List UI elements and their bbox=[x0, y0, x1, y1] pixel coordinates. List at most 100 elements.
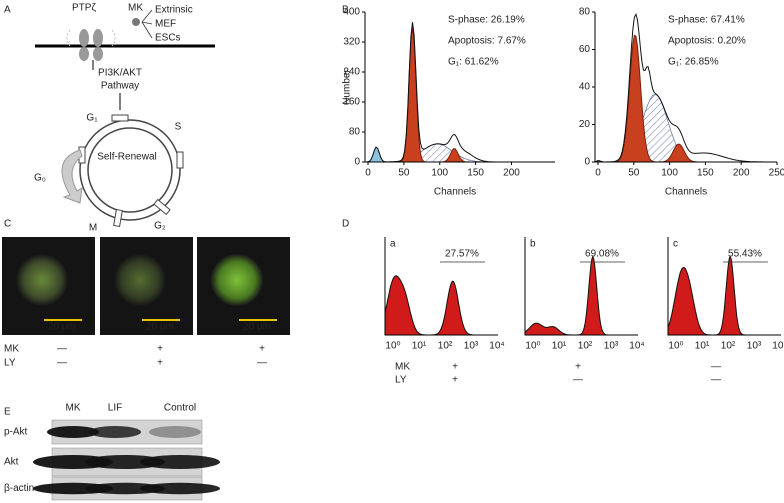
y-tick-label: 0 bbox=[584, 157, 590, 168]
x-tick-label: 10¹ bbox=[552, 341, 567, 352]
x-axis-label: Channels bbox=[665, 187, 707, 198]
panel-label: A bbox=[4, 5, 11, 16]
row-label: MK bbox=[395, 362, 410, 373]
pathway-label: Pathway bbox=[101, 81, 139, 92]
scale-bar-label: 20 μm bbox=[146, 322, 174, 333]
sign: + bbox=[157, 358, 163, 369]
blot-band bbox=[140, 455, 220, 469]
y-tick-label: 160 bbox=[343, 97, 360, 108]
sign: + bbox=[259, 344, 265, 355]
g1-fill bbox=[365, 26, 555, 163]
band-label: β-actin bbox=[4, 483, 34, 494]
x-axis-label: Channels bbox=[434, 187, 476, 198]
sign: — bbox=[711, 375, 721, 386]
sign: — bbox=[57, 358, 67, 369]
sign: — bbox=[257, 358, 267, 369]
sign: + bbox=[452, 375, 458, 386]
stat-label: S-phase: 67.41% bbox=[668, 15, 745, 26]
x-tick-label: 200 bbox=[503, 168, 520, 179]
source-label: Extrinsic bbox=[155, 5, 193, 16]
x-tick-label: 10² bbox=[578, 341, 593, 352]
x-tick-label: 150 bbox=[697, 168, 714, 179]
cycle-phase: G₂ bbox=[154, 221, 166, 232]
x-tick-label: 10³ bbox=[747, 341, 762, 352]
checkpoint bbox=[176, 151, 184, 169]
x-tick-label: 10⁴ bbox=[629, 341, 644, 352]
panel-label: B bbox=[342, 5, 349, 16]
x-tick-label: 10⁰ bbox=[668, 341, 683, 352]
stat-label: G₁: 61.62% bbox=[448, 57, 499, 68]
sign: — bbox=[57, 344, 67, 355]
blot-band bbox=[149, 426, 201, 438]
cycle-inner bbox=[87, 127, 173, 213]
cycle-phase: S bbox=[175, 122, 182, 133]
sign: — bbox=[711, 362, 721, 373]
ligand-label: MK bbox=[128, 3, 143, 14]
g2-fill bbox=[365, 148, 555, 163]
panel-label: E bbox=[4, 407, 11, 418]
sign: + bbox=[452, 362, 458, 373]
plot-letter: c bbox=[673, 239, 678, 250]
cell bbox=[211, 254, 263, 306]
band-label: p-Akt bbox=[4, 427, 28, 438]
blot-band bbox=[140, 482, 220, 495]
receptor-tail bbox=[66, 29, 116, 47]
y-tick-label: 400 bbox=[343, 7, 360, 18]
y-tick-label: 240 bbox=[343, 67, 360, 78]
receptor bbox=[93, 47, 103, 61]
band-label: Akt bbox=[4, 457, 19, 468]
stat-label: S-phase: 26.19% bbox=[448, 15, 525, 26]
stat-label: Apoptosis: 0.20% bbox=[668, 36, 746, 47]
x-tick-label: 10¹ bbox=[412, 341, 427, 352]
x-tick-label: 100 bbox=[661, 168, 678, 179]
x-tick-label: 0 bbox=[595, 168, 601, 179]
plot-letter: a bbox=[390, 239, 396, 250]
receptor bbox=[79, 47, 89, 61]
x-tick-label: 10⁴ bbox=[772, 341, 784, 352]
blot-band bbox=[47, 426, 99, 438]
pathway-label: PI3K/AKT bbox=[98, 68, 142, 79]
lane-label: LIF bbox=[108, 403, 122, 414]
blot-band bbox=[85, 482, 165, 495]
x-tick-label: 50 bbox=[628, 168, 640, 179]
scale-bar-label: 20 μm bbox=[48, 322, 76, 333]
x-tick-label: 50 bbox=[398, 168, 410, 179]
histogram-fill bbox=[667, 255, 781, 336]
x-tick-label: 10¹ bbox=[695, 341, 710, 352]
checkpoint bbox=[153, 198, 171, 216]
source-label: ESCs bbox=[155, 33, 181, 44]
y-tick-label: 320 bbox=[343, 37, 360, 48]
plot-letter: b bbox=[530, 239, 536, 250]
panel-label: C bbox=[4, 219, 11, 230]
cycle-phase: G₀ bbox=[34, 173, 46, 184]
x-tick-label: 150 bbox=[467, 168, 484, 179]
x-tick-label: 10⁴ bbox=[489, 341, 504, 352]
checkpoint bbox=[111, 114, 129, 122]
x-tick-label: 10³ bbox=[464, 341, 479, 352]
lane-label: MK bbox=[66, 403, 81, 414]
row-label: LY bbox=[4, 358, 16, 369]
cell bbox=[114, 254, 166, 306]
blot-band bbox=[89, 426, 141, 438]
cell bbox=[16, 254, 68, 306]
x-tick-label: 0 bbox=[365, 168, 371, 179]
histogram-fill bbox=[384, 275, 498, 336]
y-tick-label: 80 bbox=[579, 7, 591, 18]
scale-bar-label: 20 μm bbox=[243, 322, 271, 333]
y-tick-label: 0 bbox=[354, 157, 360, 168]
sign: + bbox=[157, 344, 163, 355]
lane-label: Control bbox=[164, 403, 196, 414]
stat-label: Apoptosis: 7.67% bbox=[448, 36, 526, 47]
receptor bbox=[93, 29, 103, 47]
sign: — bbox=[573, 375, 583, 386]
source-arrow bbox=[141, 21, 153, 25]
x-tick-label: 10⁰ bbox=[525, 341, 540, 352]
gate-percent: 55.43% bbox=[728, 249, 762, 260]
checkpoint bbox=[113, 209, 123, 227]
x-tick-label: 10² bbox=[721, 341, 736, 352]
x-tick-label: 10² bbox=[438, 341, 453, 352]
source-arrow bbox=[141, 9, 153, 23]
receptor bbox=[79, 29, 89, 47]
panel-label: D bbox=[342, 219, 349, 230]
